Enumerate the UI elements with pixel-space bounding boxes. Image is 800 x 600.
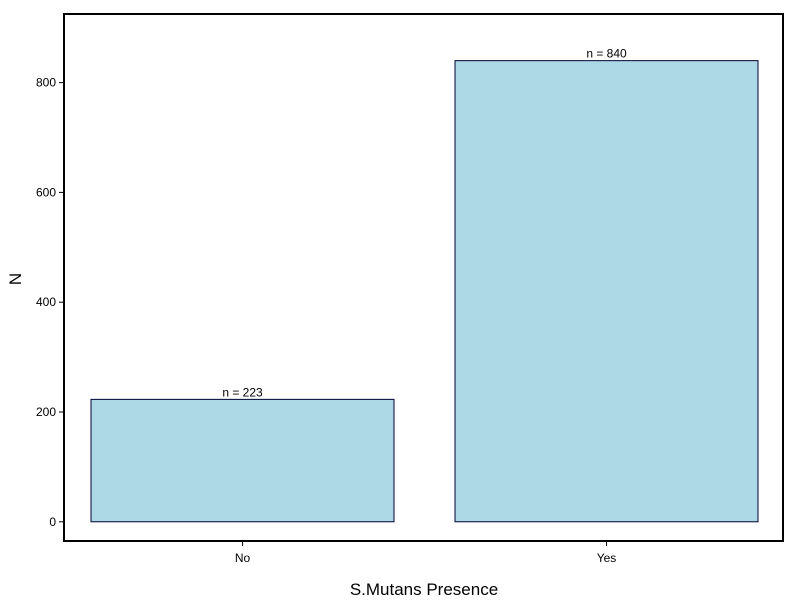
x-axis-title: S.Mutans Presence [350, 580, 498, 599]
y-tick-label: 400 [36, 295, 56, 309]
data-label-yes: n = 840 [586, 47, 627, 61]
y-axis: 0 200 400 600 800 [36, 76, 64, 529]
bar-no [90, 398, 395, 523]
plot-frame [63, 13, 784, 542]
y-tick-label: 200 [36, 405, 56, 419]
y-axis-title: N [6, 273, 25, 285]
x-axis: No Yes [235, 541, 616, 565]
y-tick-label: 600 [36, 185, 56, 199]
bars-layer [90, 60, 759, 523]
y-tick-label: 0 [49, 515, 56, 529]
x-tick-label: Yes [597, 551, 617, 565]
data-labels-layer: n = 223 n = 840 [222, 47, 627, 400]
y-tick-label: 800 [36, 76, 56, 90]
bar-yes [454, 60, 759, 523]
x-tick-label: No [235, 551, 251, 565]
data-label-no: n = 223 [222, 385, 263, 399]
